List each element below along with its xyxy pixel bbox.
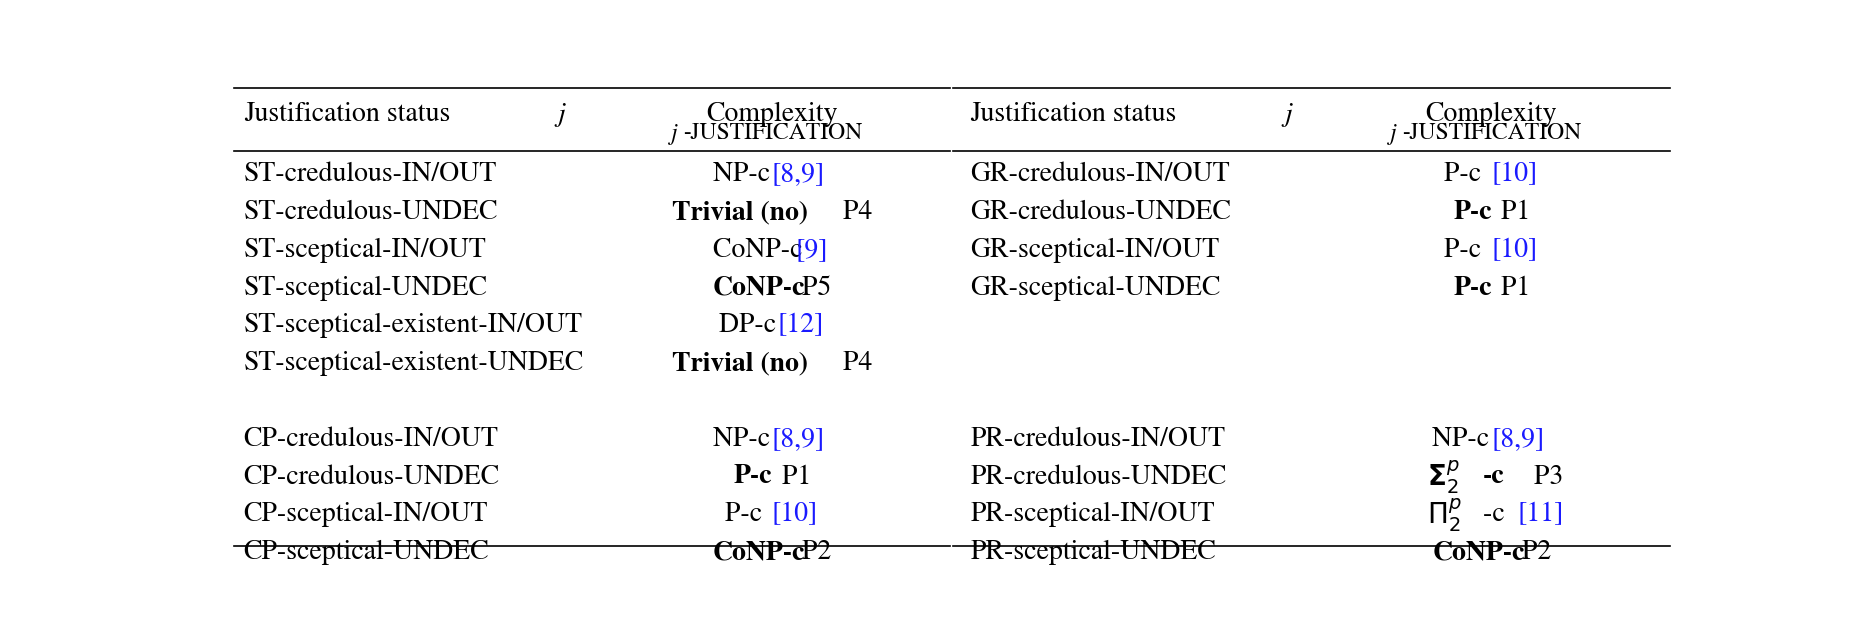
Text: [8,9]: [8,9] (1491, 426, 1545, 452)
Text: Justification status: Justification status (971, 102, 1183, 127)
Text: ST-sceptical-existent-IN/OUT: ST-sceptical-existent-IN/OUT (243, 313, 583, 338)
Text: P4: P4 (836, 351, 873, 376)
Text: $\mathbf{\Sigma}_{2}^{p}$: $\mathbf{\Sigma}_{2}^{p}$ (1426, 458, 1460, 496)
Text: P-c: P-c (1454, 200, 1491, 225)
Text: [11]: [11] (1517, 502, 1564, 527)
Text: -JUSTIFICATION: -JUSTIFICATION (683, 123, 862, 144)
Text: ST-sceptical-UNDEC: ST-sceptical-UNDEC (243, 276, 488, 301)
Text: $\Pi_{2}^{p}$: $\Pi_{2}^{p}$ (1426, 496, 1461, 533)
Text: j: j (1391, 122, 1396, 145)
Text: P4: P4 (836, 200, 873, 225)
Text: Complexity: Complexity (1426, 102, 1558, 127)
Text: -JUSTIFICATION: -JUSTIFICATION (1402, 123, 1582, 144)
Text: GR-sceptical-IN/OUT: GR-sceptical-IN/OUT (971, 238, 1220, 263)
Text: NP-c: NP-c (1432, 426, 1497, 452)
Text: Justification status: Justification status (243, 102, 457, 127)
Text: CoNP-c: CoNP-c (713, 540, 806, 565)
Text: P2: P2 (795, 540, 832, 565)
Text: CP-sceptical-UNDEC: CP-sceptical-UNDEC (243, 540, 490, 565)
Text: -c: -c (1482, 502, 1512, 527)
Text: j: j (557, 102, 565, 126)
Text: GR-credulous-IN/OUT: GR-credulous-IN/OUT (971, 162, 1229, 187)
Text: P-c: P-c (1445, 162, 1487, 187)
Text: [10]: [10] (1491, 238, 1538, 263)
Text: GR-sceptical-UNDEC: GR-sceptical-UNDEC (971, 276, 1220, 301)
Text: P3: P3 (1526, 464, 1564, 489)
Text: [8,9]: [8,9] (773, 162, 825, 187)
Text: CoNP-c: CoNP-c (1434, 540, 1525, 565)
Text: Complexity: Complexity (706, 102, 838, 127)
Text: -c: -c (1482, 464, 1504, 489)
Text: j: j (1285, 102, 1292, 126)
Text: [12]: [12] (778, 313, 825, 338)
Text: [9]: [9] (795, 238, 828, 263)
Text: PR-sceptical-IN/OUT: PR-sceptical-IN/OUT (971, 502, 1214, 527)
Text: P1: P1 (1495, 200, 1530, 225)
Text: DP-c: DP-c (719, 313, 784, 338)
Text: GR-credulous-UNDEC: GR-credulous-UNDEC (971, 200, 1231, 225)
Text: PR-credulous-IN/OUT: PR-credulous-IN/OUT (971, 426, 1226, 452)
Text: [10]: [10] (773, 502, 819, 527)
Text: P-c: P-c (734, 464, 773, 489)
Text: [8,9]: [8,9] (773, 426, 825, 452)
Text: CoNP-c: CoNP-c (713, 276, 806, 301)
Text: Trivial (no): Trivial (no) (672, 351, 808, 376)
Text: CP-credulous-UNDEC: CP-credulous-UNDEC (243, 464, 500, 489)
Text: ST-sceptical-existent-UNDEC: ST-sceptical-existent-UNDEC (243, 351, 583, 376)
Text: j: j (670, 122, 678, 145)
Text: P-c: P-c (724, 502, 769, 527)
Text: CoNP-c: CoNP-c (713, 238, 810, 263)
Text: P-c: P-c (1454, 276, 1491, 301)
Text: Trivial (no): Trivial (no) (672, 200, 808, 225)
Text: ST-sceptical-IN/OUT: ST-sceptical-IN/OUT (243, 238, 487, 263)
Text: P-c: P-c (1445, 238, 1487, 263)
Text: PR-sceptical-UNDEC: PR-sceptical-UNDEC (971, 540, 1216, 565)
Text: PR-credulous-UNDEC: PR-credulous-UNDEC (971, 464, 1227, 489)
Text: ST-credulous-UNDEC: ST-credulous-UNDEC (243, 200, 498, 225)
Text: CP-credulous-IN/OUT: CP-credulous-IN/OUT (243, 426, 498, 452)
Text: NP-c: NP-c (713, 162, 776, 187)
Text: P2: P2 (1515, 540, 1551, 565)
Text: P5: P5 (795, 276, 832, 301)
Text: ST-credulous-IN/OUT: ST-credulous-IN/OUT (243, 162, 498, 187)
Text: CP-sceptical-IN/OUT: CP-sceptical-IN/OUT (243, 502, 488, 527)
Text: [10]: [10] (1491, 162, 1538, 187)
Text: P1: P1 (1495, 276, 1530, 301)
Text: NP-c: NP-c (713, 426, 776, 452)
Text: P1: P1 (774, 464, 812, 489)
